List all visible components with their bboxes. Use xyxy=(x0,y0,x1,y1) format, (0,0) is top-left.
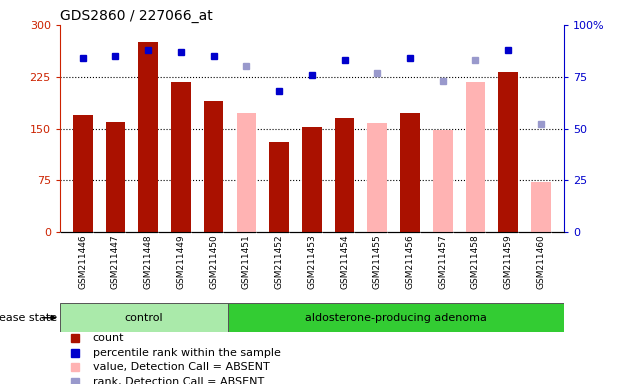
Text: GSM211452: GSM211452 xyxy=(275,235,284,289)
Text: GSM211454: GSM211454 xyxy=(340,235,349,289)
Bar xyxy=(106,122,125,232)
Bar xyxy=(498,72,518,232)
Bar xyxy=(269,142,289,232)
Bar xyxy=(171,82,191,232)
Text: GSM211446: GSM211446 xyxy=(78,235,88,289)
Text: GSM211459: GSM211459 xyxy=(504,235,513,289)
Bar xyxy=(237,113,256,232)
Text: GSM211447: GSM211447 xyxy=(111,235,120,289)
Bar xyxy=(433,130,452,232)
Bar xyxy=(60,303,228,332)
Text: count: count xyxy=(93,333,124,343)
Bar xyxy=(302,127,322,232)
Text: GSM211457: GSM211457 xyxy=(438,235,447,289)
Text: percentile rank within the sample: percentile rank within the sample xyxy=(93,348,280,358)
Text: disease state: disease state xyxy=(0,313,57,323)
Bar xyxy=(335,118,355,232)
Text: GSM211458: GSM211458 xyxy=(471,235,480,289)
Text: rank, Detection Call = ABSENT: rank, Detection Call = ABSENT xyxy=(93,377,264,384)
Text: GSM211455: GSM211455 xyxy=(373,235,382,289)
Bar xyxy=(228,303,564,332)
Text: aldosterone-producing adenoma: aldosterone-producing adenoma xyxy=(305,313,487,323)
Bar xyxy=(73,115,93,232)
Bar xyxy=(466,82,485,232)
Bar xyxy=(139,42,158,232)
Bar xyxy=(531,182,551,232)
Text: GSM211456: GSM211456 xyxy=(406,235,415,289)
Bar xyxy=(367,123,387,232)
Text: value, Detection Call = ABSENT: value, Detection Call = ABSENT xyxy=(93,362,270,372)
Text: GSM211448: GSM211448 xyxy=(144,235,152,289)
Text: GSM211453: GSM211453 xyxy=(307,235,316,289)
Text: GDS2860 / 227066_at: GDS2860 / 227066_at xyxy=(60,8,212,23)
Bar xyxy=(400,113,420,232)
Text: GSM211460: GSM211460 xyxy=(536,235,546,289)
Text: GSM211451: GSM211451 xyxy=(242,235,251,289)
Text: GSM211450: GSM211450 xyxy=(209,235,218,289)
Text: GSM211449: GSM211449 xyxy=(176,235,185,289)
Bar xyxy=(204,101,224,232)
Text: control: control xyxy=(125,313,163,323)
